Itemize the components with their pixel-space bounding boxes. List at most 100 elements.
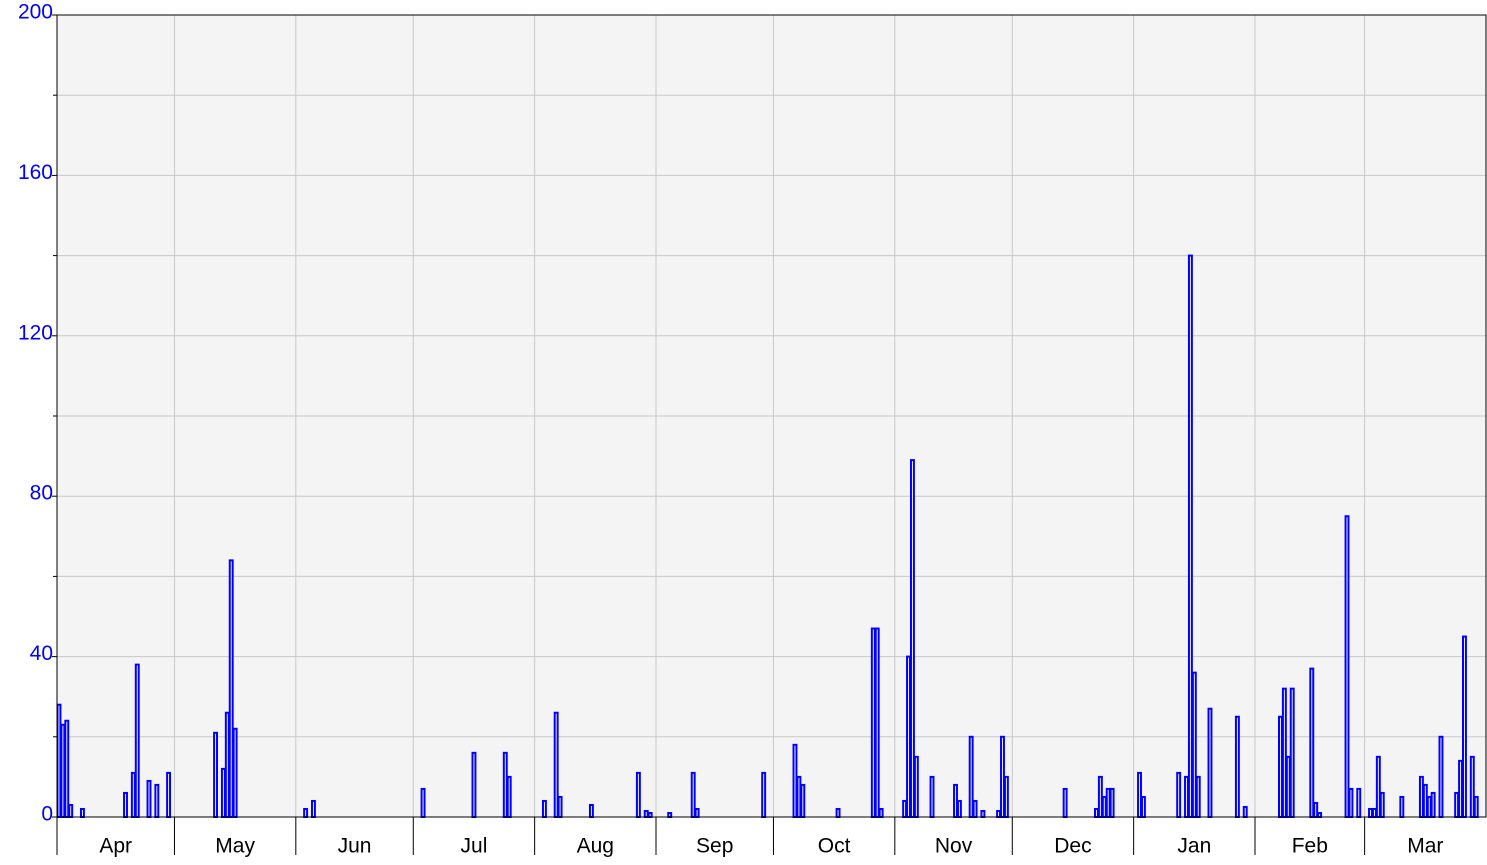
x-tick-label: Mar [1407,835,1443,858]
bar [588,803,594,818]
bar [1473,795,1479,819]
bar [1375,755,1381,818]
bar [1344,515,1350,818]
bar [56,703,62,818]
bar [1462,635,1467,818]
bar [835,807,841,818]
bar [874,627,880,819]
x-tick-label: Sep [696,835,733,858]
bar [220,767,226,819]
x-tick-label: May [215,835,255,858]
bar [1430,791,1436,819]
x-tick-label: Feb [1292,835,1328,858]
bar [1093,807,1099,818]
bar [1105,787,1111,818]
bar [213,731,219,818]
x-tick-label: Oct [818,835,851,858]
bar [1379,791,1385,819]
bar [1278,715,1283,818]
bar [130,771,136,819]
bar [1234,715,1240,818]
bar [956,799,962,819]
bar [667,811,673,818]
bar [1140,795,1146,819]
bar [1191,671,1197,819]
bar [1242,805,1248,818]
bar [64,719,70,819]
bar [1062,787,1068,818]
bar [996,809,1002,818]
bar [232,727,238,819]
bar [1003,775,1009,819]
y-tick-label: 80 [30,482,53,505]
bar [1176,771,1182,819]
bar [1422,783,1428,818]
bar [643,809,649,818]
bar [1184,775,1189,819]
bar [1109,787,1115,818]
plot-frame [56,14,1487,818]
bar [1356,787,1362,818]
bar [541,799,547,819]
bar [690,771,696,819]
x-tick-label: Nov [935,835,973,858]
bar [1371,807,1377,818]
y-tick-label: 160 [18,161,53,184]
x-tick-label: Apr [99,835,132,858]
bar [310,799,316,819]
bar [953,783,958,818]
bar [228,559,234,818]
bar [553,711,559,818]
bar [502,751,508,819]
bar [471,751,477,819]
x-tick-label: Dec [1054,835,1091,858]
bar [1000,735,1005,818]
bar [792,743,798,819]
bar [68,803,74,818]
bar [1348,787,1354,818]
bar [1418,775,1424,819]
bar [1313,801,1319,819]
bar [166,771,172,819]
bar [1458,759,1464,818]
bar [1317,811,1323,818]
bar [761,771,767,819]
bar [1368,807,1373,818]
bar [506,775,512,819]
bar [1399,795,1405,819]
x-tick-label: Jan [1177,835,1211,858]
bar [909,459,915,818]
bar [79,807,85,818]
bar [870,627,876,819]
bar [1101,795,1107,819]
bar [647,811,653,818]
bar [557,795,563,819]
bar [929,775,935,819]
bar [913,755,919,818]
bar [123,791,128,819]
bar [1097,775,1103,819]
bar [146,779,152,818]
bar [980,809,986,818]
bar [1289,687,1295,818]
bar [1281,687,1287,818]
y-tick-label: 120 [18,321,53,344]
bar [1454,791,1460,819]
bar [60,723,66,819]
bar [1137,771,1142,819]
x-tick-label: Jul [461,835,488,858]
bar [902,799,908,819]
bar [303,807,309,818]
x-tick-label: Jun [338,835,372,858]
bar [800,783,806,818]
bar [1195,775,1201,819]
y-tick-label: 200 [18,1,53,24]
bar [134,663,140,818]
bar [1285,755,1291,818]
bar [1187,254,1193,819]
bar [694,807,700,818]
bar [635,771,641,819]
bar [968,735,974,818]
bar [420,787,426,818]
